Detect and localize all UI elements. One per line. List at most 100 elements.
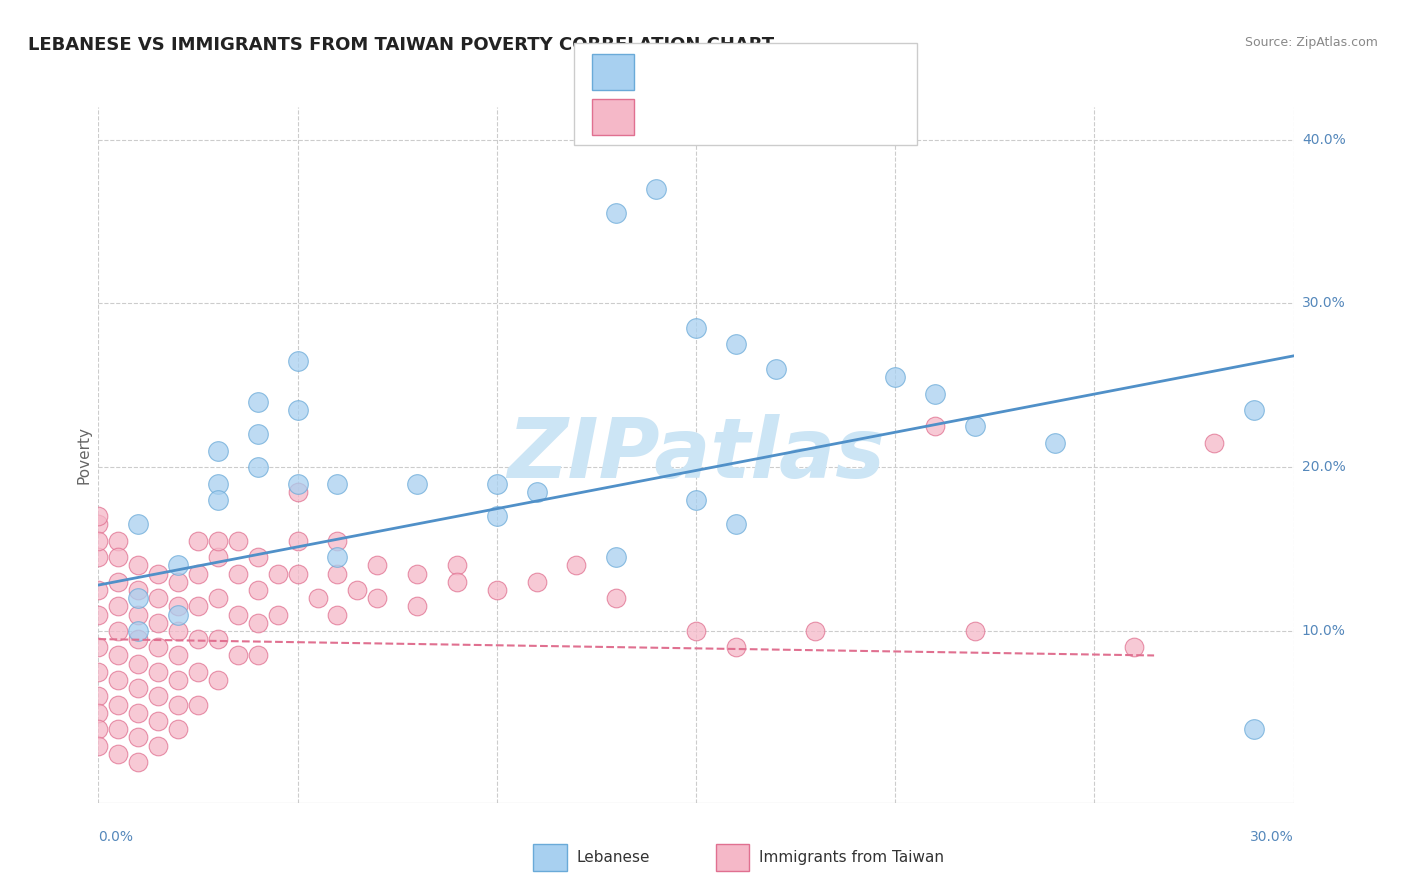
Point — [87, 582, 110, 597]
Point — [167, 673, 190, 687]
Point — [287, 476, 309, 491]
Point — [187, 698, 209, 712]
Point — [884, 370, 907, 384]
Text: 30.0%: 30.0% — [1250, 830, 1294, 844]
Point — [148, 714, 170, 728]
Point — [107, 550, 129, 565]
Point — [148, 566, 170, 581]
Point — [127, 582, 149, 597]
Point — [148, 615, 170, 630]
Point — [267, 566, 290, 581]
Point — [246, 460, 269, 475]
Point — [207, 591, 229, 606]
Point — [107, 722, 129, 736]
Point — [366, 591, 388, 606]
Text: ZIPatlas: ZIPatlas — [508, 415, 884, 495]
Point — [187, 533, 209, 548]
Point — [127, 731, 149, 745]
Point — [246, 550, 269, 565]
Point — [605, 550, 627, 565]
Point — [287, 566, 309, 581]
Text: Lebanese: Lebanese — [576, 850, 650, 864]
Point — [446, 574, 468, 589]
Text: Source: ZipAtlas.com: Source: ZipAtlas.com — [1244, 36, 1378, 49]
Point — [87, 722, 110, 736]
Point — [346, 582, 368, 597]
Point — [87, 550, 110, 565]
Point — [127, 517, 149, 532]
Point — [148, 640, 170, 655]
Point — [107, 533, 129, 548]
Point — [127, 681, 149, 696]
Point — [287, 484, 309, 499]
Point — [207, 476, 229, 491]
Point — [167, 599, 190, 614]
Point — [804, 624, 827, 638]
Point — [406, 599, 429, 614]
Point — [246, 427, 269, 442]
Point — [87, 640, 110, 655]
Point — [127, 607, 149, 622]
Point — [167, 698, 190, 712]
Point — [724, 337, 747, 351]
Point — [246, 394, 269, 409]
Point — [148, 739, 170, 753]
Point — [87, 533, 110, 548]
Point — [226, 566, 249, 581]
Point — [724, 640, 747, 655]
Point — [366, 558, 388, 573]
Text: R =: R = — [650, 108, 689, 126]
Point — [565, 558, 588, 573]
Point — [924, 386, 946, 401]
Text: 30.0%: 30.0% — [1302, 296, 1346, 310]
Point — [724, 517, 747, 532]
Point — [267, 607, 290, 622]
Point — [526, 574, 548, 589]
Point — [107, 673, 129, 687]
Point — [127, 706, 149, 720]
Point — [326, 533, 349, 548]
Text: 0.0%: 0.0% — [98, 830, 134, 844]
Point — [167, 624, 190, 638]
Point — [187, 665, 209, 679]
Text: -0.039: -0.039 — [703, 108, 763, 126]
Point — [127, 591, 149, 606]
Text: LEBANESE VS IMMIGRANTS FROM TAIWAN POVERTY CORRELATION CHART: LEBANESE VS IMMIGRANTS FROM TAIWAN POVER… — [28, 36, 775, 54]
Point — [605, 591, 627, 606]
Point — [1243, 722, 1265, 736]
Point — [148, 690, 170, 704]
Point — [446, 558, 468, 573]
Point — [645, 182, 668, 196]
Point — [287, 403, 309, 417]
Point — [226, 607, 249, 622]
Point — [87, 607, 110, 622]
Point — [127, 624, 149, 638]
Point — [87, 517, 110, 532]
Point — [765, 362, 787, 376]
Point — [167, 648, 190, 663]
Point — [187, 599, 209, 614]
Point — [187, 632, 209, 646]
Point — [685, 624, 707, 638]
Text: N = 92: N = 92 — [783, 108, 863, 126]
Point — [187, 566, 209, 581]
Point — [107, 624, 129, 638]
Point — [485, 476, 508, 491]
Point — [87, 509, 110, 524]
Point — [246, 582, 269, 597]
Point — [148, 591, 170, 606]
Point — [148, 665, 170, 679]
Point — [107, 599, 129, 614]
Point — [127, 755, 149, 769]
Point — [246, 648, 269, 663]
Point — [485, 582, 508, 597]
Point — [167, 722, 190, 736]
Point — [1243, 403, 1265, 417]
Point — [207, 443, 229, 458]
Point — [605, 206, 627, 220]
Point — [167, 607, 190, 622]
Point — [685, 492, 707, 507]
Point — [485, 509, 508, 524]
Y-axis label: Poverty: Poverty — [76, 425, 91, 484]
Point — [107, 747, 129, 761]
